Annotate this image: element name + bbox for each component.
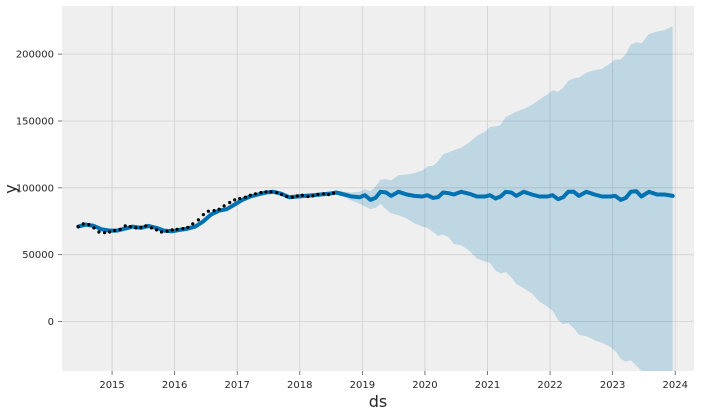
observed-point: [285, 194, 289, 199]
observed-point: [97, 230, 101, 234]
observed-point: [201, 213, 205, 217]
plot-background: [62, 6, 694, 371]
observed-point: [222, 204, 226, 208]
observed-point: [264, 190, 268, 194]
observed-point: [103, 231, 107, 235]
observed-point: [149, 226, 154, 230]
x-tick-label: 2018: [287, 380, 312, 391]
observed-point: [306, 194, 310, 199]
observed-point: [311, 194, 315, 198]
observed-point: [175, 227, 179, 231]
observed-point: [159, 230, 164, 234]
y-tick-label: 150000: [16, 116, 54, 127]
observed-point: [300, 193, 304, 197]
observed-point: [76, 225, 80, 229]
observed-point: [253, 192, 257, 196]
observed-point: [322, 192, 326, 196]
observed-point: [259, 190, 263, 195]
x-axis-title: ds: [369, 392, 388, 411]
observed-point: [108, 230, 112, 234]
observed-point: [275, 190, 279, 195]
x-tick-label: 2022: [537, 380, 562, 391]
observed-point: [170, 228, 174, 232]
observed-point: [181, 227, 185, 231]
observed-point: [332, 191, 336, 195]
observed-point: [233, 198, 237, 202]
observed-point: [243, 195, 247, 199]
observed-point: [248, 193, 252, 197]
y-tick-label: 200000: [16, 50, 54, 61]
observed-point: [92, 226, 96, 230]
x-tick-label: 2017: [224, 380, 249, 391]
grid-lines: [62, 6, 694, 371]
x-tick-label: 2021: [475, 380, 500, 391]
y-tick-label: 100000: [16, 183, 54, 194]
x-tick-label: 2015: [99, 380, 124, 391]
forecast-line: [76, 189, 675, 234]
observed-point: [196, 218, 200, 222]
observed-point: [123, 224, 127, 228]
observed-points-group: [76, 190, 336, 235]
observed-point: [128, 225, 132, 229]
y-axis-ticks: 0 50000 100000 150000 200000: [16, 50, 62, 328]
observed-point: [206, 209, 210, 213]
observed-point: [186, 225, 190, 229]
observed-point: [134, 226, 138, 230]
observed-point: [316, 192, 320, 197]
observed-point: [217, 207, 221, 211]
x-tick-label: 2024: [663, 380, 688, 391]
observed-point: [295, 194, 299, 198]
observed-point: [212, 209, 216, 213]
x-tick-label: 2020: [412, 380, 437, 391]
observed-point: [290, 195, 294, 199]
observed-point: [81, 222, 85, 226]
observed-point: [87, 223, 91, 227]
observed-point: [269, 190, 273, 194]
x-axis-ticks: 2015 2016 2017 2018 2019 2020 2021 2022 2023 2024: [99, 371, 688, 391]
observed-point: [191, 222, 195, 226]
observed-point: [165, 229, 169, 233]
x-tick-label: 2019: [350, 380, 375, 391]
observed-point: [118, 227, 122, 231]
observed-point: [228, 200, 232, 205]
observed-point: [280, 192, 284, 197]
forecast-line-group: [76, 189, 675, 234]
observed-point: [327, 192, 331, 197]
y-tick-label: 0: [48, 317, 54, 328]
observed-point: [113, 229, 117, 233]
observed-point: [238, 196, 242, 201]
y-tick-label: 50000: [22, 250, 54, 261]
x-tick-label: 2023: [600, 380, 625, 391]
x-tick-label: 2016: [162, 380, 187, 391]
y-axis-title: y: [1, 184, 20, 193]
observed-point: [139, 225, 143, 229]
observed-point: [154, 228, 159, 232]
observed-point: [144, 224, 148, 228]
